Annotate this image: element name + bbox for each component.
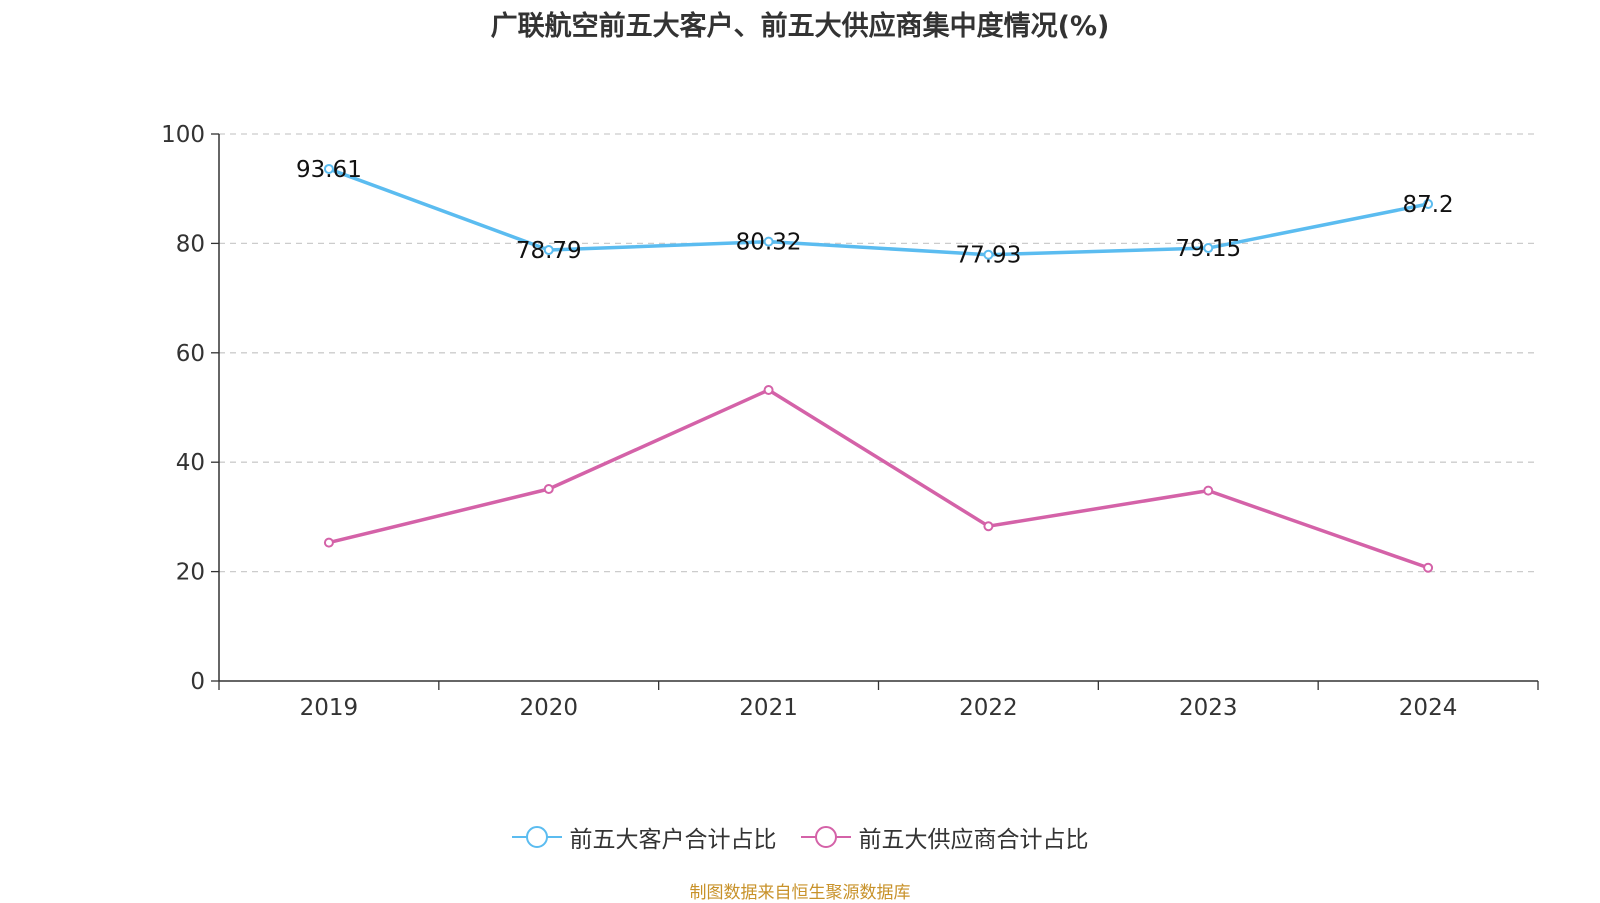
chart-title: 广联航空前五大客户、前五大供应商集中度情况(%) [490, 11, 1110, 42]
series-line-0 [328, 167, 1429, 257]
point-0-2023 [1203, 243, 1214, 254]
x-tick-label-2023: 2023 [1179, 695, 1238, 721]
point-0-2021 [763, 236, 774, 247]
point-1-2023 [1203, 485, 1214, 496]
y-tick-label-100: 100 [161, 122, 205, 148]
point-1-2024 [1423, 562, 1434, 573]
label-layer: 93.61 78.79 80.32 77.93 79.15 87.2 [296, 157, 1454, 269]
data-label-0-2023: 79.15 [1175, 236, 1241, 262]
point-0-2019 [323, 163, 334, 174]
legend-marker-suppliers [800, 826, 851, 848]
axis-layer: 0 20 40 60 80 100 2019 2020 2021 2022 2023 2024 [161, 122, 1539, 721]
data-label-0-2019: 93.61 [296, 157, 362, 183]
x-tick-label-2022: 2022 [959, 695, 1018, 721]
legend-label-customers: 前五大客户合计占比 [569, 827, 777, 853]
legend-item-suppliers[interactable]: 前五大供应商合计占比 [800, 820, 1089, 854]
point-1-2022 [983, 521, 994, 532]
data-label-0-2021: 80.32 [736, 230, 802, 256]
y-tick-label-0: 0 [190, 669, 205, 695]
legend: 前五大客户合计占比 前五大供应商合计占比 [0, 820, 1600, 854]
legend-item-customers[interactable]: 前五大客户合计占比 [511, 820, 777, 854]
data-label-0-2022: 77.93 [955, 243, 1021, 269]
point-1-2021 [763, 384, 774, 395]
y-tick-label-20: 20 [176, 560, 205, 586]
x-tick-label-2020: 2020 [519, 695, 578, 721]
legend-label-suppliers: 前五大供应商合计占比 [858, 827, 1089, 853]
point-1-2020 [543, 484, 554, 495]
point-0-2024 [1423, 199, 1434, 210]
y-tick-label-40: 40 [176, 450, 205, 476]
data-label-0-2024: 87.2 [1402, 192, 1453, 218]
legend-marker-customers [511, 826, 562, 848]
point-0-2020 [543, 245, 554, 256]
x-tick-label-2024: 2024 [1399, 695, 1458, 721]
point-0-2022 [983, 249, 994, 260]
data-label-0-2020: 78.79 [516, 238, 582, 264]
y-tick-label-80: 80 [176, 231, 205, 257]
point-1-2019 [323, 537, 334, 548]
series-line-1 [328, 388, 1429, 570]
series-layer [323, 163, 1434, 573]
y-tick-label-60: 60 [176, 341, 205, 367]
x-tick-label-2021: 2021 [739, 695, 798, 721]
source-note: 制图数据来自恒生聚源数据库 [689, 883, 911, 903]
x-tick-label-2019: 2019 [300, 695, 359, 721]
